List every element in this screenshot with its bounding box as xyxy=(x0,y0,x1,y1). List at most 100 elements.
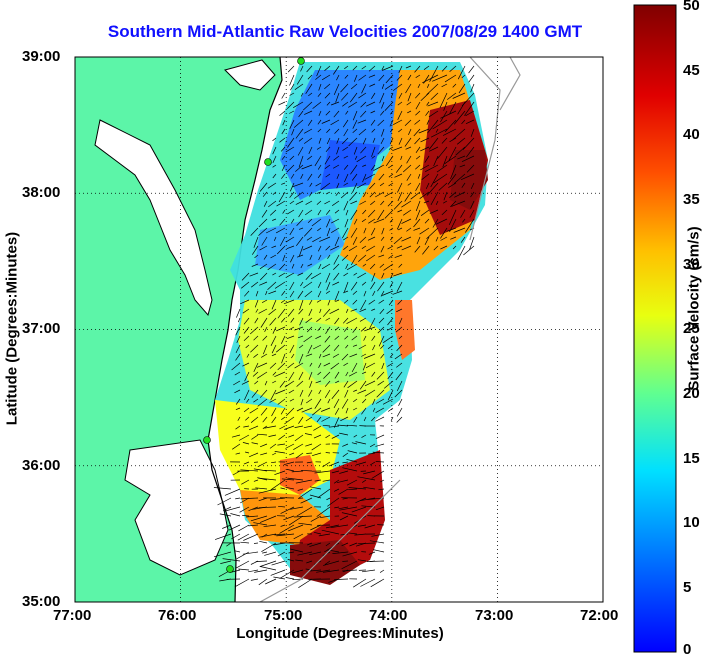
velocity-vector xyxy=(325,326,331,334)
velocity-vector xyxy=(379,308,385,315)
velocity-vector xyxy=(394,389,403,398)
velocity-vector xyxy=(370,578,385,588)
velocity-vector xyxy=(329,308,340,315)
velocity-vector xyxy=(304,290,313,298)
velocity-vector xyxy=(306,236,313,241)
velocity-vector xyxy=(294,83,304,90)
velocity-vector xyxy=(321,74,331,81)
velocity-vector xyxy=(432,74,448,82)
velocity-vector xyxy=(433,173,448,184)
velocity-vector xyxy=(441,83,448,88)
velocity-vector xyxy=(281,128,286,135)
velocity-vector xyxy=(340,191,349,199)
velocity-vector xyxy=(333,263,340,270)
velocity-vector xyxy=(439,92,448,109)
velocity-vector xyxy=(470,83,475,93)
velocity-vector xyxy=(368,452,376,455)
velocity-vector xyxy=(365,362,376,369)
velocity-vector xyxy=(246,398,250,403)
velocity-vector xyxy=(381,83,385,90)
velocity-vector xyxy=(280,146,286,152)
velocity-vector xyxy=(387,317,394,326)
velocity-vector xyxy=(333,110,340,118)
velocity-vector xyxy=(253,398,259,403)
colorbar-tick: 40 xyxy=(683,126,700,143)
velocity-vector xyxy=(397,191,403,202)
pamlico-sound xyxy=(124,439,229,576)
velocity-vector xyxy=(430,191,439,205)
isobath xyxy=(499,57,521,111)
velocity-vector xyxy=(270,479,286,491)
velocity-vector xyxy=(335,92,340,103)
velocity-vector xyxy=(463,245,475,256)
velocity-vector xyxy=(357,389,367,394)
velocity-vector xyxy=(300,398,304,406)
velocity-vector xyxy=(420,137,430,143)
velocity-vector xyxy=(254,299,259,308)
velocity-vector xyxy=(341,137,349,145)
velocity-vector xyxy=(343,245,349,250)
velocity-vector xyxy=(268,290,277,295)
velocity-vector xyxy=(287,559,295,562)
velocity-vector xyxy=(319,308,322,314)
velocity-vector xyxy=(372,344,376,351)
velocity-vector xyxy=(401,245,412,251)
velocity-vector xyxy=(240,497,259,500)
velocity-vector xyxy=(318,263,322,270)
velocity-vector xyxy=(289,254,295,263)
velocity-vector xyxy=(298,416,304,424)
velocity-vector xyxy=(263,524,277,528)
velocity-vector xyxy=(234,578,250,588)
velocity-vector xyxy=(420,209,430,216)
velocity-vector xyxy=(318,254,322,261)
velocity-vector xyxy=(318,110,322,117)
velocity-vector xyxy=(361,245,367,249)
velocity-vector xyxy=(293,443,304,451)
velocity-vector xyxy=(307,173,313,181)
velocity-vector xyxy=(333,416,340,428)
velocity-vector xyxy=(361,407,367,415)
velocity-vector xyxy=(296,254,304,258)
velocity-vector xyxy=(264,380,268,386)
velocity-vector xyxy=(235,452,241,455)
velocity-vector xyxy=(250,578,259,581)
velocity-vector xyxy=(384,191,394,198)
velocity-vector xyxy=(235,407,241,411)
velocity-vector xyxy=(259,443,268,448)
velocity-vector xyxy=(340,533,349,536)
velocity-vector xyxy=(464,101,475,116)
velocity-vector xyxy=(363,335,367,341)
velocity-vector xyxy=(419,227,430,235)
velocity-vector xyxy=(323,362,331,367)
velocity-vector xyxy=(274,371,286,378)
velocity-vector xyxy=(362,263,367,267)
velocity-vector xyxy=(325,317,331,321)
velocity-vector xyxy=(426,83,439,95)
velocity-vector xyxy=(299,299,304,311)
velocity-vector xyxy=(287,308,295,317)
velocity-vector xyxy=(369,317,376,329)
velocity-vector xyxy=(358,344,367,350)
velocity-vector xyxy=(326,128,331,134)
velocity-vector xyxy=(297,488,304,491)
velocity-vector xyxy=(461,155,475,163)
velocity-vector xyxy=(340,83,349,93)
velocity-vector xyxy=(289,155,295,161)
velocity-vector xyxy=(311,443,322,451)
velocity-vector xyxy=(315,182,322,187)
velocity-vector xyxy=(348,487,367,490)
velocity-vector xyxy=(351,506,367,513)
velocity-vector xyxy=(230,513,241,517)
velocity-vector xyxy=(223,506,232,512)
velocity-vector xyxy=(342,569,358,572)
velocity-vector xyxy=(295,559,304,562)
velocity-vector xyxy=(236,551,250,560)
velocity-vector xyxy=(241,479,250,485)
velocity-vector xyxy=(257,398,268,407)
velocity-vector xyxy=(371,371,376,377)
velocity-vector xyxy=(343,299,349,304)
velocity-vector xyxy=(452,128,466,141)
velocity-vector xyxy=(406,155,412,164)
velocity-vector xyxy=(307,542,313,546)
velocity-vector xyxy=(317,227,322,232)
